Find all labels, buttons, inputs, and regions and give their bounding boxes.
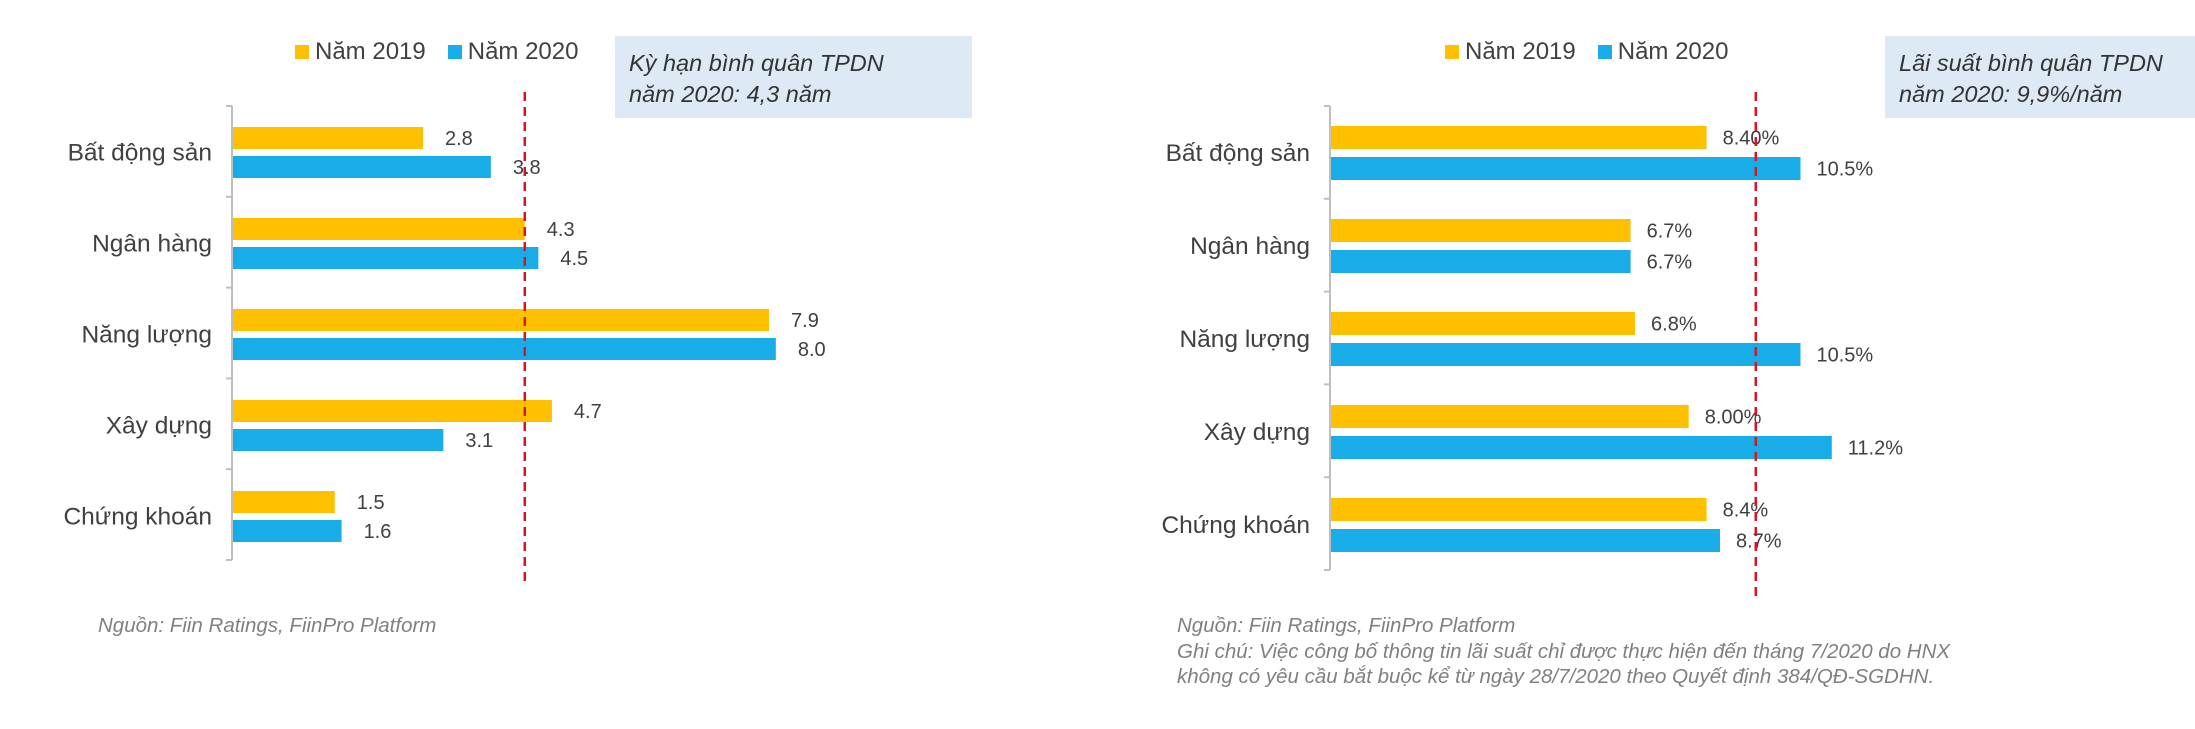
data-label: 11.2% [1848, 438, 1903, 460]
legend: Năm 2019 Năm 2020 [1445, 38, 1728, 66]
footnote-line-1: Ghi chú: Việc công bố thông tin lãi suất… [1177, 640, 1951, 663]
bar-2019 [1331, 219, 1631, 242]
bar-2020 [1331, 529, 1721, 552]
data-label: 8.7% [1736, 531, 1782, 553]
data-label: 4.7 [574, 401, 602, 423]
legend-label-2019: Năm 2019 [315, 38, 426, 65]
bar-2019 [1331, 312, 1636, 335]
bar-2019 [233, 491, 335, 513]
category-label: Chứng khoán [63, 504, 212, 531]
data-label: 8.40% [1723, 128, 1780, 150]
data-label: 8.00% [1705, 407, 1762, 429]
bar-2020 [233, 338, 776, 360]
note-line-1: Lãi suất bình quân TPDN [1899, 50, 2163, 76]
data-label: 3.1 [465, 430, 493, 452]
data-label: 6.7% [1647, 221, 1693, 243]
category-label: Ngân hàng [1190, 233, 1310, 260]
category-label: Năng lượng [1179, 326, 1310, 353]
category-label: Bất động sản [68, 140, 212, 167]
category-label: Ngân hàng [92, 231, 212, 258]
data-label: 6.8% [1651, 314, 1697, 336]
bar-2020 [1331, 250, 1631, 273]
data-label: 7.9 [791, 310, 819, 332]
legend-item-2019: Năm 2019 [295, 38, 426, 66]
category-label: Năng lượng [81, 322, 212, 349]
bar-chart-left: Bất động sản 2.8 3.8 Ngân hàng 4.3 4.5 Năng lư… [63, 92, 826, 585]
bar-2020 [1331, 157, 1801, 180]
bar-2020 [233, 429, 444, 451]
bar-2019 [233, 309, 770, 331]
legend-swatch-2019 [1445, 45, 1459, 59]
legend-swatch-2020 [1597, 45, 1612, 59]
left-chart-panel: Năm 2019 Năm 2020 Kỳ hạn bình quân TPDN … [0, 0, 1097, 729]
category-label: Xây dựng [1204, 419, 1310, 446]
data-label: 1.6 [364, 521, 392, 543]
data-label: 3.8 [513, 157, 541, 179]
data-label: 10.5% [1817, 159, 1874, 181]
data-label: 4.5 [560, 248, 588, 270]
legend-label-2020: Năm 2020 [1617, 38, 1729, 65]
category-label: Xây dựng [106, 413, 212, 440]
data-label: 8.4% [1723, 500, 1769, 522]
legend-item-2019: Năm 2019 [1445, 38, 1576, 66]
note-line-1: Kỳ hạn bình quân TPDN [629, 50, 884, 76]
note-line-2: năm 2020: 4,3 năm [629, 81, 832, 107]
data-label: 4.3 [547, 219, 575, 241]
bar-2019 [233, 127, 423, 149]
legend-swatch-2020 [447, 45, 462, 59]
data-label: 2.8 [445, 128, 473, 150]
bar-2019 [1331, 126, 1707, 149]
bar-2020 [1331, 436, 1832, 459]
data-label: 8.0 [798, 339, 826, 361]
bar-2020 [1331, 343, 1801, 366]
legend-swatch-2019 [295, 45, 309, 59]
bar-2020 [233, 247, 539, 269]
legend-label-2020: Năm 2020 [467, 38, 579, 65]
legend-label-2019: Năm 2019 [1465, 38, 1576, 65]
bar-2020 [233, 156, 491, 178]
data-label: 6.7% [1647, 252, 1693, 274]
bar-2019 [233, 218, 525, 240]
legend-item-2020: Năm 2020 [447, 38, 579, 66]
category-label: Bất động sản [1166, 140, 1310, 167]
bar-2019 [1331, 405, 1689, 428]
data-label: 10.5% [1817, 345, 1874, 367]
note-box: Lãi suất bình quân TPDN năm 2020: 9,9%/n… [1885, 36, 2195, 118]
source-text: Nguồn: Fiin Ratings, FiinPro Platform [98, 614, 437, 637]
legend-item-2020: Năm 2020 [1597, 38, 1729, 66]
category-label: Chứng khoán [1161, 512, 1310, 539]
note-box: Kỳ hạn bình quân TPDN năm 2020: 4,3 năm [615, 36, 972, 118]
source-text: Nguồn: Fiin Ratings, FiinPro Platform [1177, 614, 1516, 637]
bar-2019 [233, 400, 552, 422]
note-line-2: năm 2020: 9,9%/năm [1899, 81, 2123, 107]
legend: Năm 2019 Năm 2020 [295, 38, 578, 66]
bar-chart-right: Bất động sản 8.40% 10.5% Ngân hàng 6.7% 6.7% N… [1161, 92, 1903, 600]
data-label: 1.5 [357, 492, 385, 514]
footnote-line-2: không có yêu cầu bắt buộc kể từ ngày 28/… [1177, 665, 1935, 688]
bar-2019 [1331, 498, 1707, 521]
bar-2020 [233, 520, 342, 542]
right-chart-panel: Năm 2019 Năm 2020 Lãi suất bình quân TPD… [1097, 0, 2195, 729]
